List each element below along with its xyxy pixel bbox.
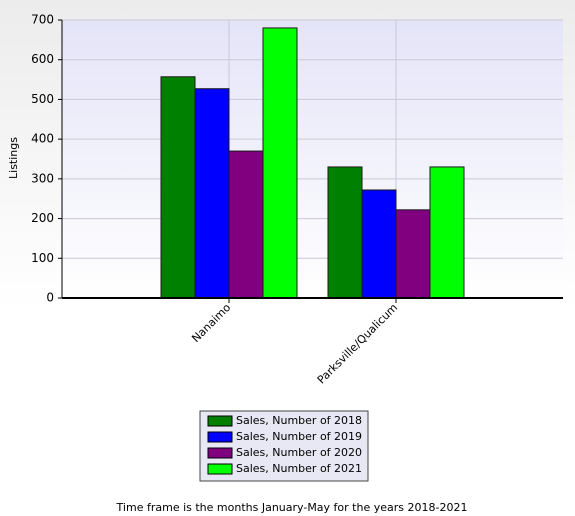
y-axis-label: Listings <box>7 137 20 179</box>
y-tick-label: 100 <box>31 251 54 265</box>
y-tick-label: 200 <box>31 211 54 225</box>
legend-label: Sales, Number of 2020 <box>236 446 362 459</box>
y-tick-label: 0 <box>46 291 54 305</box>
legend-swatch <box>207 431 233 443</box>
legend-swatch <box>207 415 233 427</box>
bar <box>262 27 298 299</box>
bar <box>327 166 363 299</box>
bar <box>429 166 465 299</box>
legend-label: Sales, Number of 2019 <box>236 430 362 443</box>
bar <box>361 189 397 299</box>
legend-label: Sales, Number of 2018 <box>236 414 362 427</box>
y-tick-label: 700 <box>31 13 54 27</box>
bar <box>228 150 264 299</box>
plot-area <box>62 20 563 298</box>
legend-swatch <box>207 447 233 459</box>
y-tick-label: 600 <box>31 52 54 66</box>
footnote: Time frame is the months January-May for… <box>116 501 468 514</box>
bar <box>194 88 230 299</box>
y-tick-label: 500 <box>31 92 54 106</box>
legend-label: Sales, Number of 2021 <box>236 462 362 475</box>
bar <box>395 209 431 299</box>
y-tick-label: 400 <box>31 132 54 146</box>
y-tick-label: 300 <box>31 171 54 185</box>
legend-swatch <box>207 463 233 475</box>
bar <box>160 76 196 299</box>
